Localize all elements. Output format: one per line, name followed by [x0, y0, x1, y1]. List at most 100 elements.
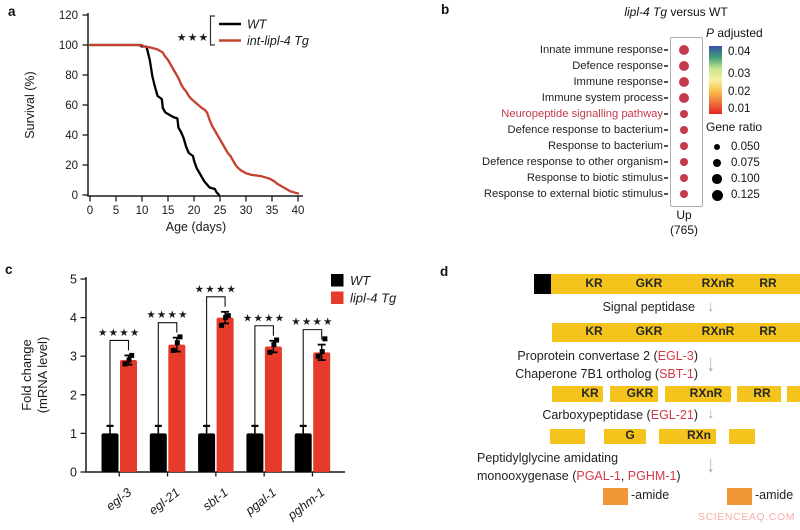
go-term-label: Response to bacterium: [547, 139, 663, 152]
y-tick-label: 20: [65, 160, 78, 172]
text-segment: ): [693, 349, 698, 363]
survival-curve-chart: 0 20 40 60 80 100 120 0 5 10 15 20 25 30 35 40 Age (days…: [23, 10, 309, 234]
go-term-tick: [664, 49, 668, 51]
peptide-box: [552, 386, 603, 402]
down-arrow-glyph: ↓: [707, 350, 715, 378]
significance-bracket: [157, 322, 178, 429]
go-term-tick: [664, 177, 668, 179]
go-term-dot: [680, 158, 688, 166]
data-point: [223, 315, 229, 321]
peptide-box: [552, 323, 800, 342]
text-segment: ): [676, 469, 681, 483]
gene-ratio-legend-dot: [712, 174, 722, 184]
legend-label: lipl-4 Tg: [350, 291, 397, 306]
go-term-label: Response to external biotic stimulus: [483, 187, 663, 200]
text-segment: Proprotein convertase 2 (: [517, 349, 658, 363]
down-arrow-icon: ↓: [707, 405, 715, 423]
gene-ratio-legend-label: 0.075: [731, 156, 760, 169]
data-point: [322, 336, 328, 342]
text-segment: Signal peptidase: [602, 300, 695, 314]
text-segment: monooxygenase (: [477, 469, 577, 483]
wt-bar: [198, 433, 216, 472]
go-term-dot: [680, 126, 688, 134]
wt-bar: [246, 433, 264, 472]
y-tick-label: 2: [70, 388, 77, 402]
significance-stars: ★★★: [177, 32, 210, 44]
panel-b: b lipl-4 Tg versus WT Innate immune respo…: [430, 0, 800, 255]
x-tick-label: 15: [162, 205, 175, 217]
go-term-label: Neuropeptide signalling pathway: [501, 107, 663, 120]
peptide-box: [659, 429, 716, 444]
significance-stars: ★★★★: [195, 283, 237, 295]
legend-swatch: [331, 291, 344, 304]
motif-label: RXn: [687, 428, 711, 442]
wt-bar: [101, 433, 119, 472]
dotplot-x-group-count: (765): [669, 223, 698, 237]
enzyme-step-label: Signal peptidase: [603, 300, 695, 314]
gene-ratio-legend-label: 0.125: [731, 188, 760, 201]
x-tick-label: 40: [292, 205, 305, 217]
signal-peptide-box: [534, 274, 551, 294]
motif-label: RR: [759, 276, 777, 290]
text-segment: EGL-3: [657, 349, 694, 363]
significance-stars: ★★★★: [98, 327, 140, 339]
go-term-label: Defence response to bacterium: [507, 123, 663, 136]
motif-label: KR: [581, 386, 599, 400]
data-point: [267, 349, 273, 355]
go-term-tick: [664, 97, 668, 99]
axes: [87, 13, 303, 197]
motif-label: G: [625, 428, 635, 442]
data-point: [274, 337, 280, 343]
text-segment: SBT-1: [659, 367, 694, 381]
go-term-tick: [664, 145, 668, 147]
legend-label: WT: [247, 18, 268, 32]
dotplot-x-group-label: Up: [676, 208, 692, 222]
x-tick-label: 35: [266, 205, 279, 217]
text-segment: Chaperone 7B1 ortholog (: [515, 367, 660, 381]
panel-a-label: a: [8, 4, 16, 19]
x-category-label: sbt-1: [200, 485, 231, 513]
y-tick-label: 5: [70, 273, 77, 287]
y-tick-label: 1: [70, 427, 77, 441]
text-segment: ,: [620, 469, 628, 483]
x-category-label: egl-3: [104, 485, 135, 513]
fold-change-bar-chart: 0 1 2 3 4 5 ★★★★ egl-3 ★★★★ egl-21 ★★★★ sbt-1 ★★★★ pg…: [19, 273, 397, 524]
y-tick-label: 100: [59, 40, 78, 52]
tg-bar: [313, 352, 331, 472]
down-arrow-glyph: ↓: [707, 451, 715, 479]
legend-swatch: [331, 274, 344, 287]
survival-series-WT: [88, 43, 221, 197]
y-tick-label: 80: [65, 70, 78, 82]
down-arrow-glyph: ↓: [707, 405, 715, 422]
y-tick-label: 40: [65, 130, 78, 142]
go-term-dot: [678, 92, 690, 104]
panel-b-label: b: [441, 2, 450, 17]
tg-bar: [120, 360, 137, 472]
significance-bracket: [254, 325, 274, 429]
watermark: SCIENCEAQ.COM: [698, 511, 796, 523]
gene-ratio-legend-label: 0.100: [731, 172, 760, 185]
gene-ratio-legend-dot: [711, 189, 723, 201]
amide-box: [727, 488, 752, 505]
peptide-box: [551, 274, 800, 294]
motif-label: KR: [585, 276, 603, 290]
peptide-box: [610, 386, 658, 402]
motif-label: RR: [759, 324, 777, 338]
y-tick-label: 120: [59, 10, 78, 22]
go-term-label: Response to biotic stimulus: [526, 171, 663, 184]
survival-series-int-lipl-4 Tg: [88, 43, 300, 195]
motif-label: GKR: [635, 324, 663, 338]
tg-bar: [168, 344, 186, 472]
x-category-label: egl-21: [146, 485, 182, 517]
significance-stars: ★★★★: [243, 312, 285, 324]
text-segment: Peptidylglycine amidating: [477, 451, 619, 465]
motif-label: RXnR: [701, 276, 735, 290]
x-axis-label: Age (days): [166, 220, 226, 234]
y-axis-label-line2: (mRNA level): [35, 337, 50, 414]
go-term-dot: [678, 60, 690, 72]
legend-bracket: [209, 15, 215, 46]
gene-ratio-legend-label: 0.050: [731, 140, 760, 153]
y-axis-label: Survival (%): [23, 71, 37, 138]
x-tick-label: 10: [136, 205, 149, 217]
